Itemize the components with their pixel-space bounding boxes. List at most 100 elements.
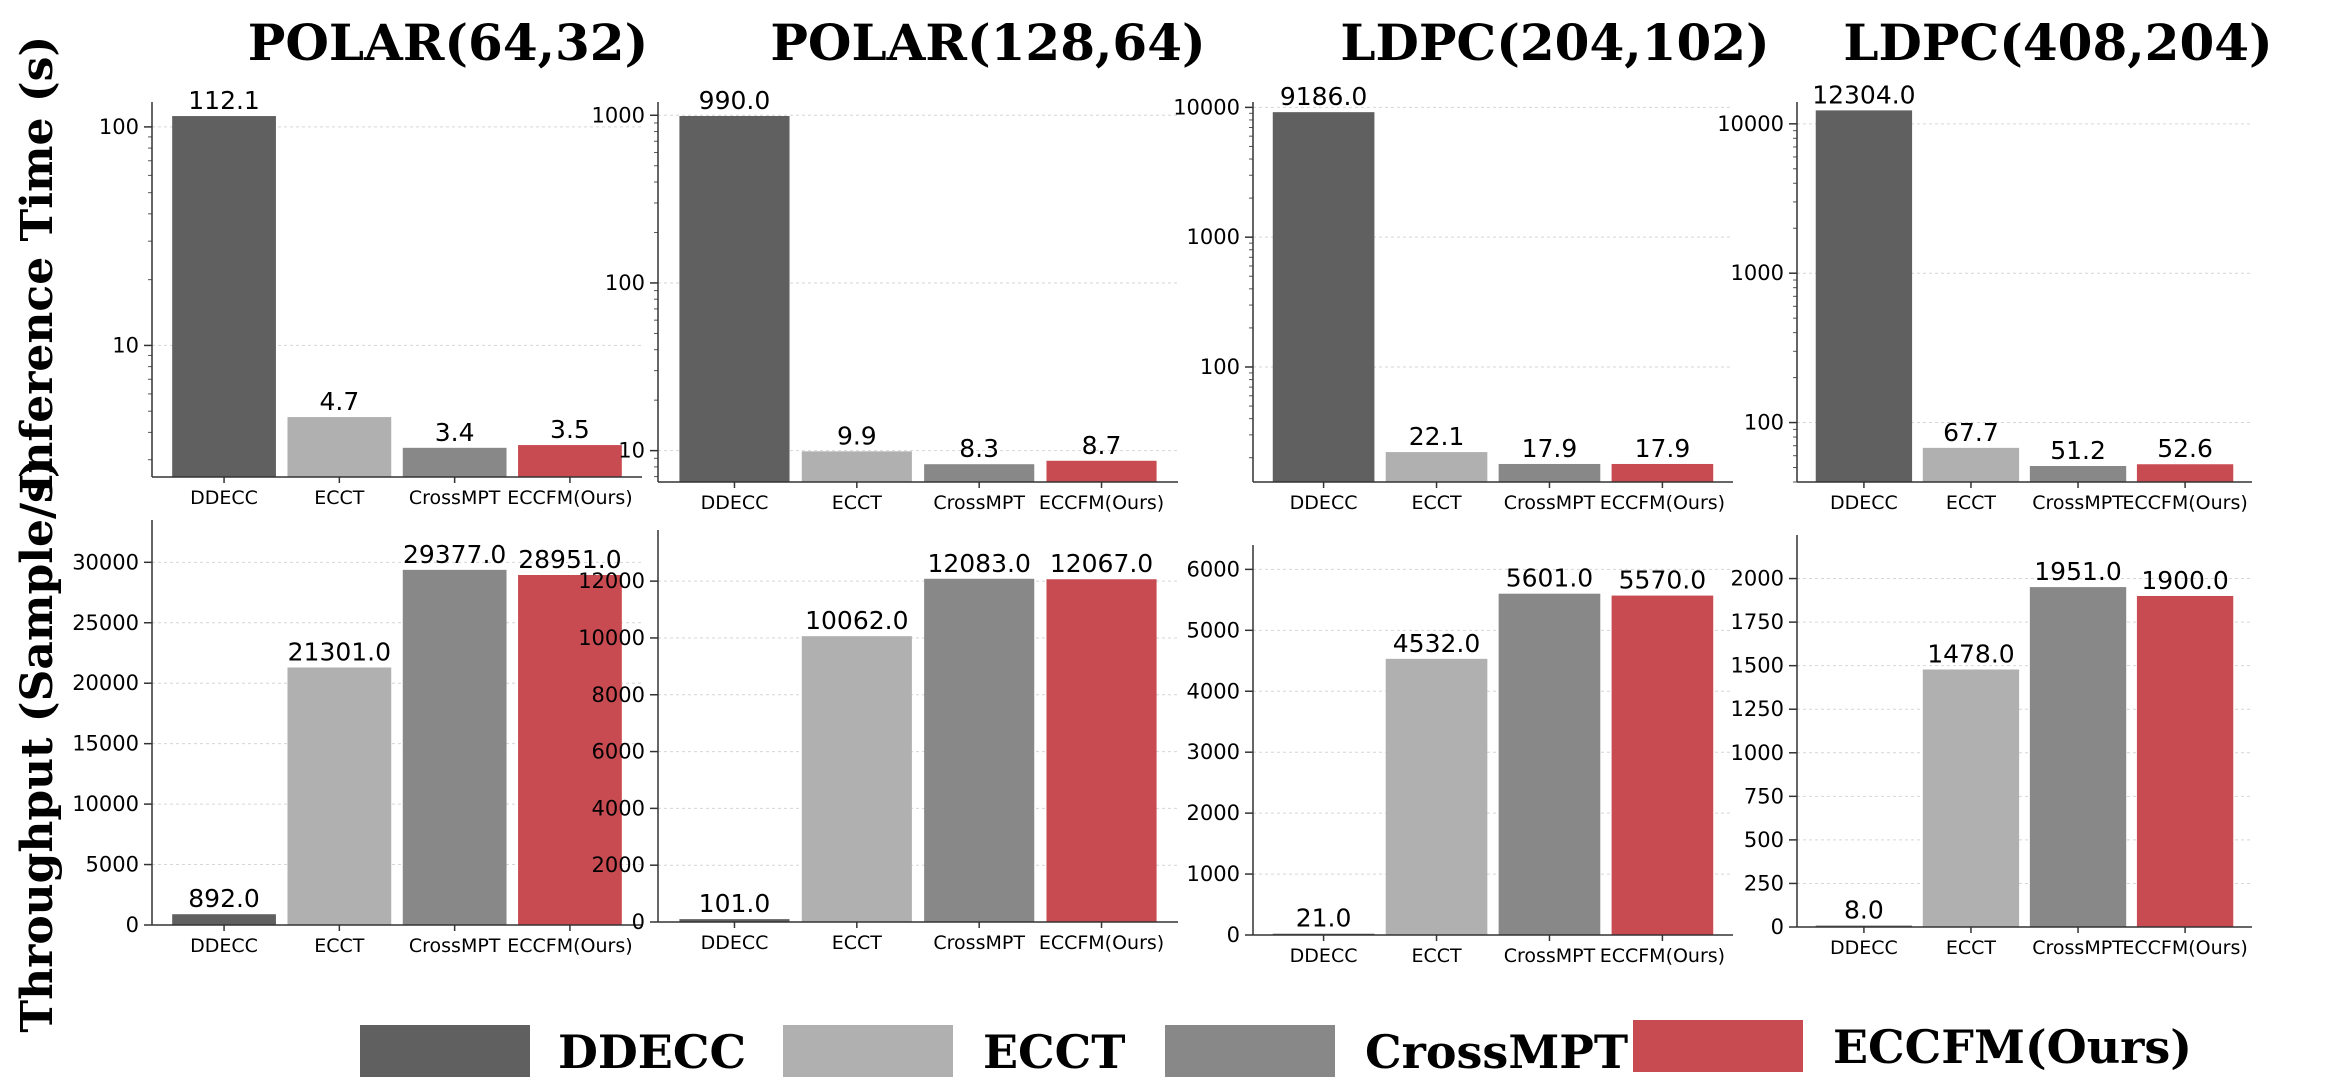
y-tick-label: 3000: [1187, 740, 1240, 764]
y-tick-label: 8000: [592, 683, 645, 707]
x-tick-label: CrossMPT: [1504, 945, 1596, 967]
x-tick-label: ECCFM(Ours): [507, 487, 632, 509]
y-tick-label: 100: [605, 271, 645, 295]
data-label: 8.3: [959, 434, 999, 463]
y-tick-label: 1000: [1731, 741, 1784, 765]
y-tick-label: 5000: [86, 853, 139, 877]
y-tick-label: 10: [618, 439, 645, 463]
y-tick-label: 750: [1744, 784, 1784, 808]
data-label: 8.7: [1082, 431, 1122, 460]
bar-eccfm-ours-: [2136, 595, 2234, 927]
x-tick-label: CrossMPT: [409, 935, 501, 957]
y-tick-label: 10: [112, 333, 139, 357]
x-tick-label: CrossMPT: [933, 932, 1025, 954]
y-tick-label: 1250: [1731, 697, 1784, 721]
bar-eccfm-ours-: [2136, 464, 2234, 482]
x-tick-label: CrossMPT: [2032, 492, 2124, 514]
bar-crossmpt: [924, 464, 1035, 482]
y-tick-label: 30000: [72, 550, 139, 574]
bar-crossmpt: [924, 578, 1035, 922]
x-tick-label: CrossMPT: [1504, 492, 1596, 514]
bar-crossmpt: [2029, 587, 2127, 927]
y-tick-label: 0: [126, 913, 139, 937]
y-tick-label: 6000: [592, 740, 645, 764]
y-tick-label: 6000: [1187, 557, 1240, 581]
data-label: 51.2: [2050, 436, 2106, 465]
y-tick-label: 500: [1744, 828, 1784, 852]
data-label: 21.0: [1296, 904, 1352, 933]
y-tick-label: 5000: [1187, 618, 1240, 642]
data-label: 17.9: [1635, 434, 1691, 463]
data-label: 21301.0: [288, 637, 391, 666]
y-tick-label: 4000: [1187, 679, 1240, 703]
bar-ddecc: [1815, 110, 1913, 482]
x-tick-label: DDECC: [701, 932, 769, 954]
data-label: 892.0: [188, 884, 260, 913]
data-label: 17.9: [1522, 434, 1578, 463]
x-tick-label: DDECC: [1830, 492, 1898, 514]
y-tick-label: 10000: [1173, 95, 1240, 119]
bar-ecct: [801, 451, 912, 482]
x-tick-label: ECCFM(Ours): [1600, 492, 1725, 514]
x-tick-label: ECCFM(Ours): [1039, 932, 1164, 954]
legend-swatch-ecct: [783, 1025, 953, 1077]
y-tick-label: 0: [632, 910, 645, 934]
row-label-throughput: Throughput (Sample/s): [12, 457, 63, 1032]
x-tick-label: ECCT: [1946, 937, 1997, 959]
bar-crossmpt: [402, 447, 507, 477]
y-tick-label: 2000: [1731, 567, 1784, 591]
y-tick-label: 100: [99, 115, 139, 139]
data-label: 12067.0: [1050, 549, 1153, 578]
y-tick-label: 1500: [1731, 654, 1784, 678]
panel-title: POLAR(64,32): [248, 13, 649, 72]
y-tick-label: 20000: [72, 671, 139, 695]
bar-ecct: [287, 417, 392, 477]
data-label: 5601.0: [1506, 564, 1593, 593]
bar-ddecc: [172, 914, 276, 925]
y-tick-label: 1000: [1731, 261, 1784, 285]
data-label: 4532.0: [1393, 629, 1480, 658]
x-tick-label: DDECC: [190, 935, 258, 957]
panel-title: LDPC(408,204): [1843, 13, 2272, 72]
data-label: 3.5: [550, 415, 590, 444]
legend-label-eccfm: ECCFM(Ours): [1833, 1020, 2192, 1074]
panel-title: LDPC(204,102): [1340, 13, 1769, 72]
bar-ecct: [1385, 658, 1488, 935]
data-label: 1900.0: [2141, 566, 2228, 595]
y-tick-label: 1000: [592, 103, 645, 127]
y-tick-label: 1750: [1731, 610, 1784, 634]
bar-ddecc: [679, 116, 790, 482]
row-label-inference: Inference Time (s): [12, 36, 63, 495]
legend: DDECC ECCT CrossMPT ECCFM(Ours): [360, 1020, 2192, 1079]
y-tick-label: 0: [1227, 923, 1240, 947]
y-tick-label: 10000: [72, 792, 139, 816]
panel-1: POLAR(64,32) 10 100 112.1 DDECC 4.7 ECCT 3.4 Cro…: [99, 13, 648, 509]
y-tick-label: 0: [1771, 915, 1784, 939]
y-tick-label: 100: [1744, 411, 1784, 435]
y-tick-label: 12000: [578, 569, 645, 593]
panel-2: POLAR(128,64) 10 100 1000 990.0 DDECC 9.9 ECCT 8…: [592, 13, 1206, 514]
x-tick-label: DDECC: [1830, 937, 1898, 959]
legend-label-crossmpt: CrossMPT: [1365, 1025, 1628, 1079]
x-tick-label: DDECC: [701, 492, 769, 514]
panel-6: 0 2000 4000 6000 8000 10000 12000 101.0 DDECC 100…: [578, 530, 1178, 954]
legend-swatch-eccfm: [1633, 1020, 1803, 1072]
data-label: 12304.0: [1812, 80, 1915, 109]
bar-eccfm-ours-: [518, 445, 622, 477]
legend-swatch-ddecc: [360, 1025, 530, 1077]
bar-ddecc: [172, 116, 276, 478]
bar-crossmpt: [1498, 593, 1601, 935]
x-tick-label: ECCT: [314, 487, 365, 509]
x-tick-label: ECCFM(Ours): [2122, 937, 2247, 959]
x-tick-label: CrossMPT: [2032, 937, 2124, 959]
data-label: 1478.0: [1927, 639, 2014, 668]
data-label: 3.4: [435, 418, 475, 447]
y-tick-label: 4000: [592, 796, 645, 820]
x-tick-label: DDECC: [1290, 492, 1358, 514]
bar-ecct: [1922, 669, 2020, 927]
panel-3: LDPC(204,102) 100 1000 10000 9186.0 DDECC 22.1…: [1173, 13, 1770, 514]
data-label: 10062.0: [805, 606, 908, 635]
panels: POLAR(64,32)10100112.1DDECC4.7ECCT3.4Cro…: [72, 13, 2273, 967]
panel-7: 0 1000 2000 3000 4000 5000 6000 21.0 DDECC 4532.0…: [1187, 545, 1733, 967]
bar-ecct: [287, 667, 392, 925]
